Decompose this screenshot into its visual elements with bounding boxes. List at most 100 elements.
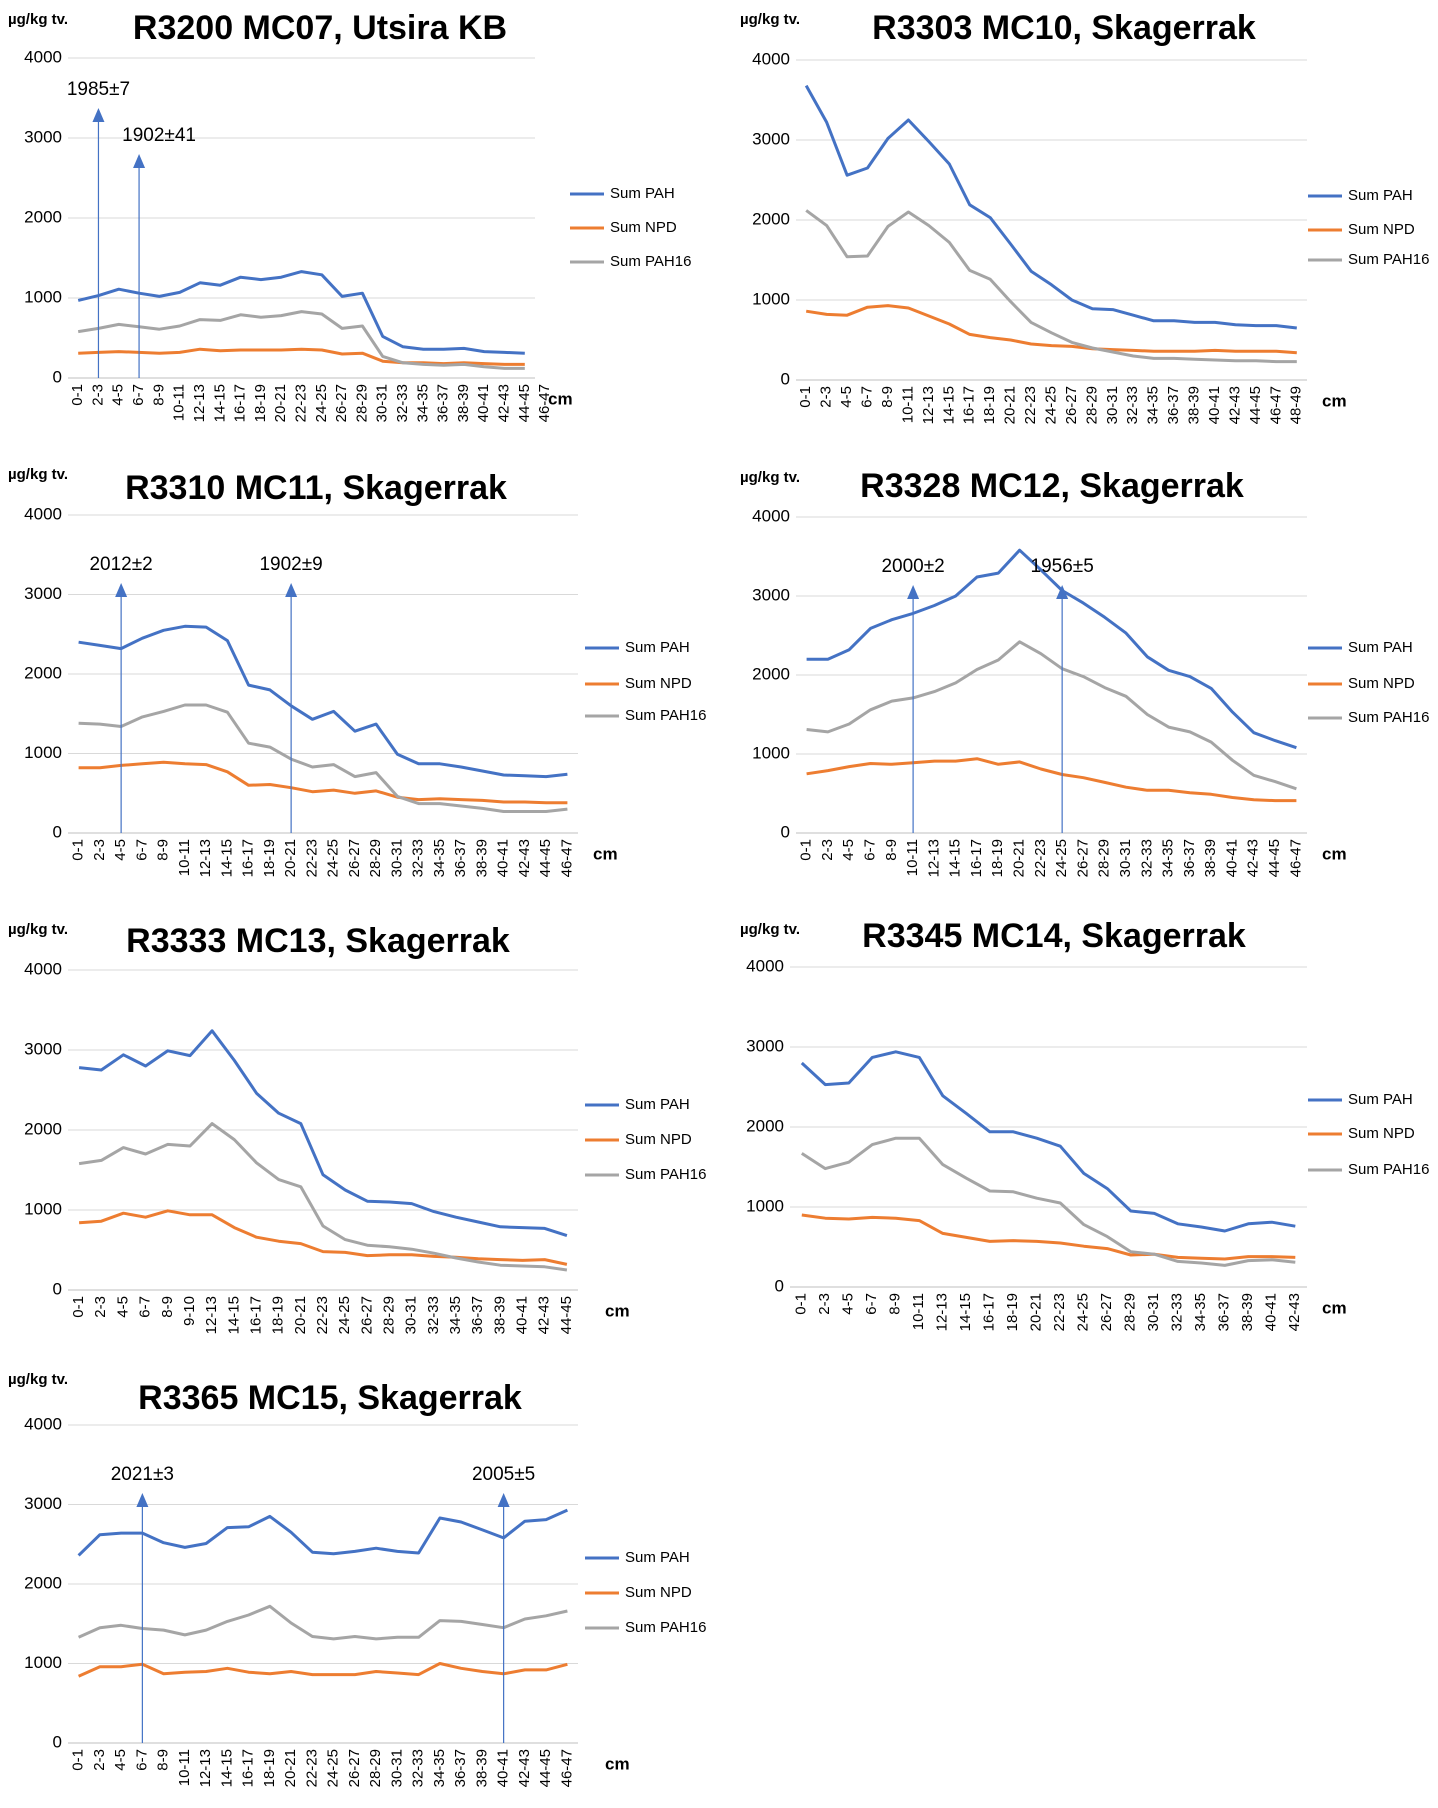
x-tick-label: 12-13: [925, 839, 942, 877]
legend-label: Sum NPD: [1348, 1125, 1415, 1142]
series-line-sum-npd: [78, 760, 568, 805]
series-line-sum-npd: [806, 757, 1297, 803]
x-tick-label: 0-1: [793, 1293, 810, 1315]
x-tick-label: 30-31: [1117, 839, 1134, 877]
x-axis-unit-label: cm: [605, 1301, 630, 1320]
x-tick-label: 0-1: [70, 1749, 87, 1771]
series-line-sum-pah16: [806, 640, 1297, 791]
dating-marker-arrowhead: [907, 585, 920, 599]
x-tick-label: 26-27: [1098, 1293, 1115, 1331]
x-tick-label: 34-35: [447, 1296, 464, 1334]
series-line-sum-npd: [805, 304, 1297, 355]
x-tick-label: 34-35: [1145, 386, 1162, 424]
dating-marker-label: 1902±41: [122, 125, 196, 146]
y-axis-unit-label: µg/kg tv.: [8, 11, 68, 28]
x-axis-unit-label: cm: [593, 844, 618, 863]
dating-marker-label: 1902±9: [259, 554, 322, 575]
x-tick-label: 22-23: [1032, 839, 1049, 877]
x-tick-label: 6-7: [863, 1293, 880, 1315]
x-tick-label: 18-19: [981, 386, 998, 424]
x-tick-label: 36-37: [1181, 839, 1198, 877]
x-tick-label: 6-7: [861, 839, 878, 861]
x-tick-label: 36-37: [435, 384, 452, 422]
y-tick-label: 0: [53, 367, 62, 386]
x-tick-label: 40-41: [1206, 386, 1223, 424]
x-tick-label: 10-11: [176, 1749, 193, 1786]
x-tick-label: 36-37: [452, 839, 469, 877]
x-tick-label: 26-27: [346, 1749, 363, 1787]
series-line-sum-pah16: [77, 1604, 568, 1641]
y-tick-label: 4000: [24, 959, 62, 978]
x-tick-label: 0-1: [69, 384, 86, 406]
x-tick-label: 30-31: [374, 384, 391, 422]
x-tick-label: 34-35: [431, 839, 448, 877]
series-line-sum-pah16: [77, 310, 525, 370]
y-tick-label: 3000: [24, 584, 62, 603]
x-tick-label: 22-23: [1051, 1293, 1068, 1331]
x-tick-label: 20-21: [1011, 839, 1028, 877]
legend-label: Sum PAH: [625, 1096, 690, 1113]
y-tick-label: 2000: [746, 1116, 784, 1135]
x-tick-label: 20-21: [282, 1749, 299, 1787]
x-tick-label: 32-33: [425, 1296, 442, 1334]
x-tick-label: 28-29: [353, 384, 370, 422]
legend-label: Sum NPD: [1348, 675, 1415, 692]
series-line-sum-npd: [78, 1209, 568, 1266]
x-tick-label: 4-5: [840, 839, 857, 861]
x-tick-label: 24-25: [1075, 1293, 1092, 1331]
legend-label: Sum PAH16: [625, 707, 706, 724]
y-tick-label: 0: [53, 822, 62, 841]
series-line-sum-pah: [78, 1029, 568, 1238]
x-tick-label: 36-37: [1216, 1293, 1233, 1331]
x-tick-label: 32-33: [394, 384, 411, 422]
x-tick-label: 44-45: [1247, 386, 1264, 424]
series-line-sum-pah: [77, 1508, 569, 1557]
chart-r3365: R3365 MC15, Skagerrak µg/kg tv. 0 1000 2000 3…: [8, 1371, 706, 1787]
dating-marker-label: 2021±3: [111, 1464, 174, 1485]
x-tick-label: 6-7: [130, 384, 147, 406]
chart-r3310: R3310 MC11, Skagerrak µg/kg tv. 0 1000 2000 3…: [8, 466, 706, 877]
x-tick-label: 8-9: [159, 1296, 176, 1318]
x-tick-label: 40-41: [495, 839, 512, 877]
dating-marker-label: 2012±2: [89, 554, 152, 575]
x-axis-unit-label: cm: [1322, 1298, 1347, 1317]
x-tick-label: 40-41: [1263, 1293, 1280, 1331]
x-tick-label: 32-33: [410, 839, 427, 877]
chart-r3200: R3200 MC07, Utsira KB µg/kg tv. 0 1000 2000 3…: [8, 9, 691, 422]
y-tick-label: 3000: [24, 127, 62, 146]
x-tick-label: 2-3: [91, 839, 108, 861]
x-tick-label: 32-33: [1138, 839, 1155, 877]
x-tick-label: 46-47: [1267, 386, 1284, 424]
x-tick-label: 14-15: [957, 1293, 974, 1331]
x-tick-label: 8-9: [883, 839, 900, 861]
x-tick-label: 10-11: [910, 1293, 927, 1330]
dating-marker-arrowhead: [285, 583, 298, 597]
x-tick-label: 26-27: [1074, 839, 1091, 877]
x-tick-label: 40-41: [514, 1296, 531, 1334]
x-tick-label: 46-47: [558, 1749, 575, 1787]
legend-label: Sum NPD: [1348, 221, 1415, 238]
legend-label: Sum PAH16: [1348, 709, 1429, 726]
dating-marker-arrowhead: [115, 583, 128, 597]
x-tick-label: 22-23: [303, 1749, 320, 1787]
x-tick-label: 28-29: [1122, 1293, 1139, 1331]
x-tick-label: 24-25: [325, 839, 342, 877]
y-tick-label: 1000: [752, 743, 790, 762]
dating-marker-arrowhead: [133, 154, 146, 168]
legend-label: Sum PAH16: [625, 1166, 706, 1183]
x-tick-label: 38-39: [473, 839, 490, 877]
x-tick-label: 10-11: [899, 386, 916, 423]
x-tick-label: 10-11: [176, 839, 193, 876]
y-axis-unit-label: µg/kg tv.: [740, 469, 800, 486]
x-tick-label: 42-43: [1245, 839, 1262, 877]
x-tick-label: 28-29: [367, 839, 384, 877]
x-tick-label: 16-17: [232, 384, 249, 422]
x-tick-label: 16-17: [968, 839, 985, 877]
y-tick-label: 0: [781, 369, 790, 388]
x-tick-label: 42-43: [516, 839, 533, 877]
x-tick-label: 32-33: [410, 1749, 427, 1787]
x-tick-label: 36-37: [1165, 386, 1182, 424]
x-tick-label: 10-11: [904, 839, 921, 876]
y-tick-label: 1000: [24, 743, 62, 762]
y-tick-label: 4000: [752, 49, 790, 68]
